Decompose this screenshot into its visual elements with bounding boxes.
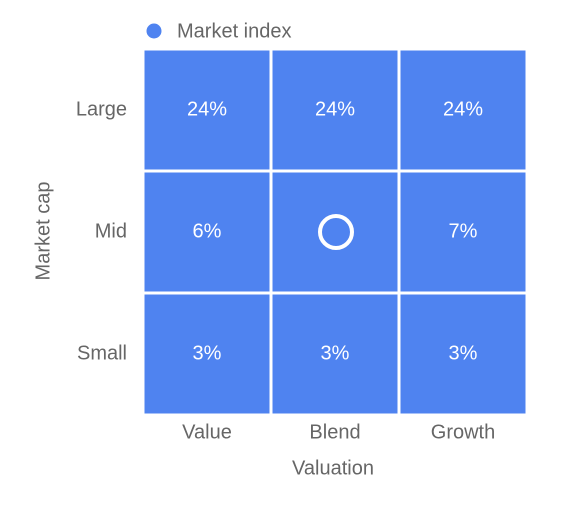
heatmap-cell-mid-growth bbox=[399, 171, 527, 293]
y-tick-label-mid: Mid bbox=[95, 220, 127, 242]
legend-market-index-label: Market index bbox=[177, 20, 292, 42]
y-tick-label-small: Small bbox=[77, 342, 127, 364]
heatmap-grid: 24%24%24%6%6%7%3%3%3% bbox=[143, 49, 527, 415]
heatmap-value-large-blend: 24% bbox=[315, 98, 355, 120]
legend-market-index-dot bbox=[143, 20, 165, 42]
x-axis-title: Valuation bbox=[292, 457, 374, 479]
x-tick-label-blend: Blend bbox=[309, 421, 360, 443]
axis-labels: Market cap Valuation Large Mid Small Value B… bbox=[32, 98, 495, 479]
x-tick-label-value: Value bbox=[182, 421, 232, 443]
heatmap-cell-large-value bbox=[143, 49, 271, 171]
heatmap-cell-small-value bbox=[143, 293, 271, 415]
heatmap-value-small-blend: 3% bbox=[321, 342, 350, 364]
heatmap-value-small-growth: 3% bbox=[449, 342, 478, 364]
y-axis-title: Market cap bbox=[32, 182, 54, 281]
heatmap-cell-mid-value bbox=[143, 171, 271, 293]
heatmap-cell-large-blend bbox=[271, 49, 399, 171]
market-index-marker-layer bbox=[318, 214, 354, 250]
x-tick-label-growth: Growth bbox=[431, 421, 495, 443]
heatmap-cell-small-growth bbox=[399, 293, 527, 415]
heatmap-value-mid-growth: 7% bbox=[449, 220, 478, 242]
heatmap-cell-small-blend bbox=[271, 293, 399, 415]
y-tick-label-large: Large bbox=[76, 98, 127, 120]
legend: Market index bbox=[143, 20, 292, 42]
heatmap-value-large-value: 24% bbox=[187, 98, 227, 120]
heatmap-value-small-value: 3% bbox=[193, 342, 222, 364]
market-index-marker bbox=[318, 214, 354, 250]
heatmap-value-large-growth: 24% bbox=[443, 98, 483, 120]
heatmap-value-mid-value: 6% bbox=[193, 220, 222, 242]
heatmap-cell-large-growth bbox=[399, 49, 527, 171]
